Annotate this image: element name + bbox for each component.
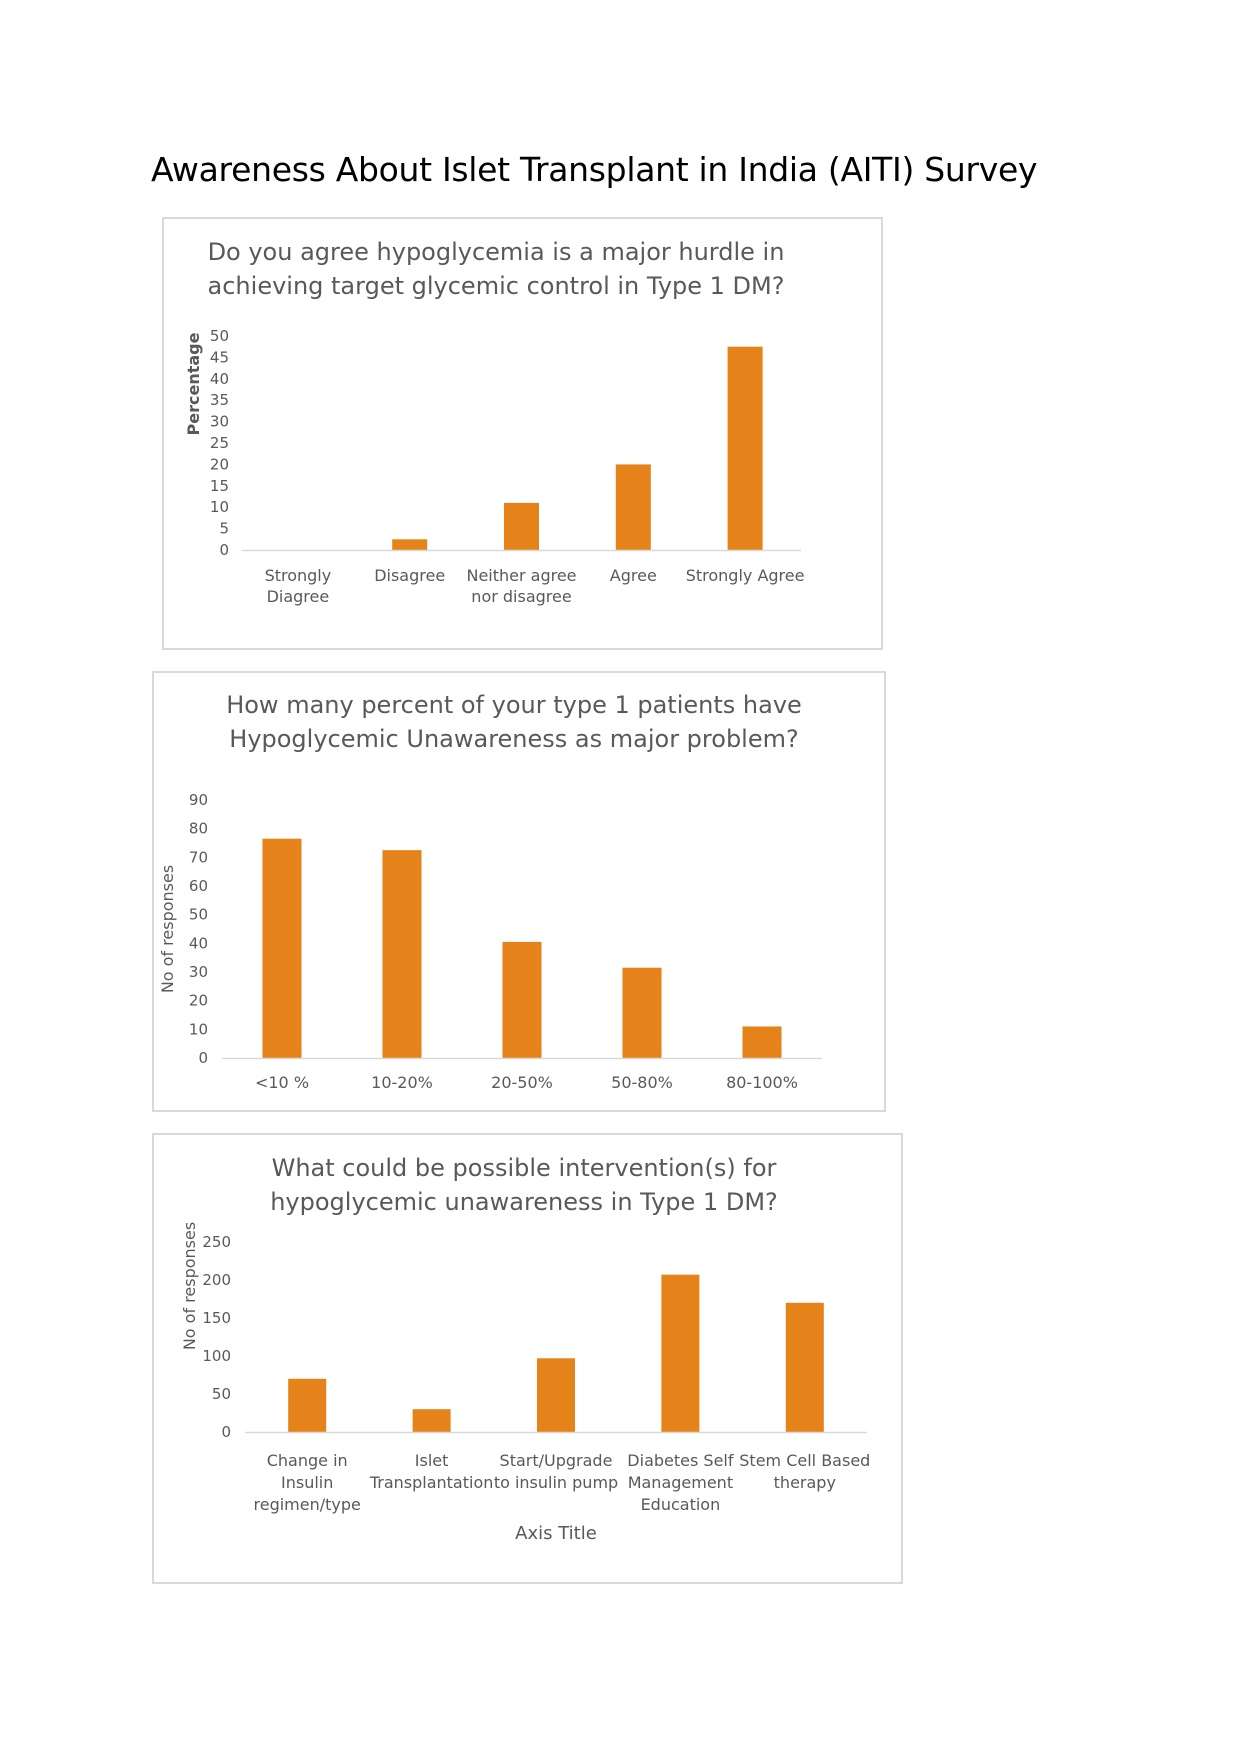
chart-title-line: achieving target glycemic control in Typ…: [208, 272, 785, 300]
bar-unawareness-5: [742, 1026, 782, 1058]
y-tick-label: 0: [219, 541, 229, 559]
chart-title-line: How many percent of your type 1 patients…: [226, 691, 802, 719]
chart-title-line: hypoglycemic unawareness in Type 1 DM?: [270, 1188, 778, 1216]
bar-unawareness-2: [382, 850, 422, 1058]
y-axis-label: Percentage: [184, 332, 203, 435]
page-title: Awareness About Islet Transplant in Indi…: [151, 150, 1038, 189]
y-tick-label: 15: [210, 477, 229, 495]
x-category-label: regimen/type: [254, 1495, 361, 1514]
x-category-label: Islet: [415, 1451, 449, 1470]
chart-svg-hypoglycemic-unawareness: How many percent of your type 1 patients…: [158, 691, 822, 1092]
x-category-label: Change in: [267, 1451, 348, 1470]
y-tick-label: 45: [210, 348, 229, 366]
chart-svg-hypoglycemia-hurdle: Do you agree hypoglycemia is a major hur…: [184, 238, 805, 606]
y-tick-label: 35: [210, 391, 229, 409]
x-category-label: Strongly: [265, 566, 332, 585]
x-category-label: 80-100%: [726, 1073, 798, 1092]
y-axis-label: No of responses: [180, 1222, 199, 1350]
y-tick-label: 150: [202, 1309, 231, 1327]
bar-hurdle-5: [727, 346, 763, 550]
y-tick-label: 50: [210, 327, 229, 345]
y-tick-label: 30: [189, 963, 208, 981]
x-category-label: 20-50%: [491, 1073, 553, 1092]
y-tick-label: 50: [189, 906, 208, 924]
y-tick-label: 20: [189, 992, 208, 1010]
y-tick-label: 30: [210, 413, 229, 431]
bar-unawareness-1: [262, 838, 302, 1058]
x-category-label: 50-80%: [611, 1073, 673, 1092]
y-tick-label: 100: [202, 1347, 231, 1365]
x-category-label: Disagree: [374, 566, 445, 585]
y-tick-label: 200: [202, 1271, 231, 1289]
y-tick-label: 0: [198, 1049, 208, 1067]
y-tick-label: 80: [189, 820, 208, 838]
bar-unawareness-3: [502, 941, 542, 1058]
chart-panel-possible-interventions: What could be possible intervention(s) f…: [152, 1133, 903, 1584]
y-tick-label: 5: [219, 520, 229, 538]
x-category-label: Neither agree: [466, 566, 576, 585]
x-category-label: therapy: [774, 1473, 836, 1492]
x-category-label: Stem Cell Based: [739, 1451, 870, 1470]
bar-intervention-3: [537, 1358, 575, 1432]
y-tick-label: 60: [189, 877, 208, 895]
y-tick-label: 40: [210, 370, 229, 388]
chart-svg-possible-interventions: What could be possible intervention(s) f…: [180, 1154, 870, 1544]
x-category-label: to insulin pump: [494, 1473, 618, 1492]
x-category-label: Start/Upgrade: [500, 1451, 613, 1470]
bar-hurdle-3: [504, 502, 539, 550]
chart-panel-hypoglycemia-hurdle: Do you agree hypoglycemia is a major hur…: [162, 217, 883, 650]
y-tick-label: 50: [212, 1385, 231, 1403]
x-category-label: Diagree: [267, 587, 330, 606]
y-tick-label: 10: [210, 498, 229, 516]
x-category-label: nor disagree: [471, 587, 571, 606]
bar-intervention-4: [661, 1274, 700, 1432]
y-tick-label: 250: [202, 1233, 231, 1251]
bar-intervention-1: [288, 1378, 327, 1432]
x-axis-title: Axis Title: [515, 1523, 597, 1544]
x-category-label: Management: [628, 1473, 733, 1492]
y-tick-label: 0: [221, 1423, 231, 1441]
bar-hurdle-4: [615, 464, 651, 550]
x-category-label: <10 %: [255, 1073, 309, 1092]
chart-title-line: What could be possible intervention(s) f…: [272, 1154, 777, 1182]
y-tick-label: 25: [210, 434, 229, 452]
x-category-label: Diabetes Self: [627, 1451, 734, 1470]
bar-unawareness-4: [622, 967, 662, 1058]
y-tick-label: 20: [210, 455, 229, 473]
y-tick-label: 40: [189, 934, 208, 952]
x-category-label: Strongly Agree: [686, 566, 805, 585]
x-category-label: 10-20%: [371, 1073, 433, 1092]
y-tick-label: 70: [189, 848, 208, 866]
x-category-label: Insulin: [281, 1473, 333, 1492]
chart-title-line: Do you agree hypoglycemia is a major hur…: [208, 238, 785, 266]
y-axis-label: No of responses: [158, 865, 177, 993]
x-category-label: Education: [641, 1495, 721, 1514]
bar-intervention-5: [785, 1302, 824, 1432]
chart-panel-hypoglycemic-unawareness: How many percent of your type 1 patients…: [152, 671, 886, 1112]
chart-title-line: Hypoglycemic Unawareness as major proble…: [229, 725, 798, 753]
bar-hurdle-2: [392, 539, 428, 550]
x-category-label: Transplantation: [369, 1473, 494, 1492]
y-tick-label: 90: [189, 791, 208, 809]
bar-intervention-2: [412, 1409, 451, 1432]
x-category-label: Agree: [610, 566, 657, 585]
y-tick-label: 10: [189, 1020, 208, 1038]
